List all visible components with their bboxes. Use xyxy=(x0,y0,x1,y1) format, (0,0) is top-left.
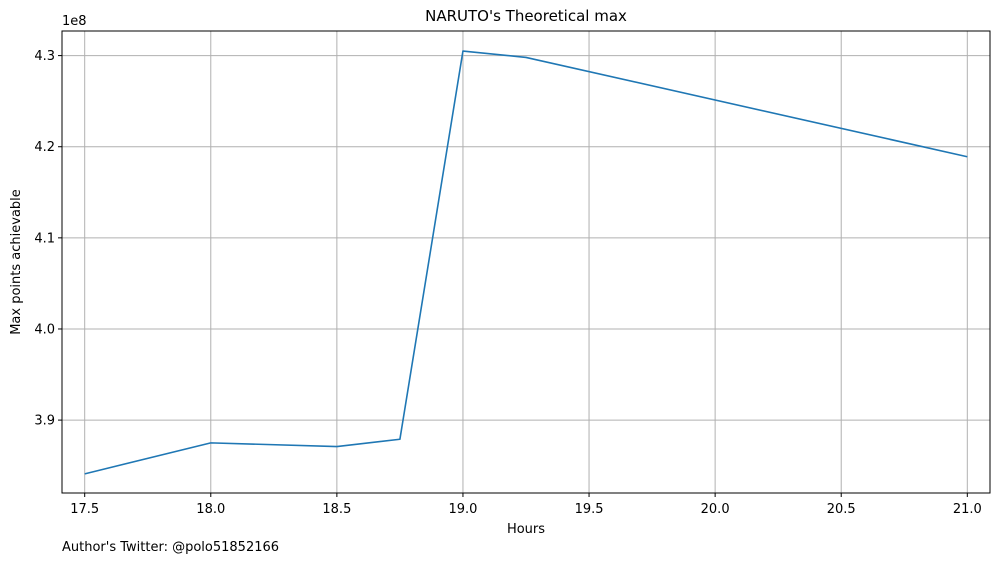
x-tick-label: 18.0 xyxy=(196,502,225,517)
x-tick-label: 20.5 xyxy=(827,502,856,517)
x-tick-label: 18.5 xyxy=(322,502,351,517)
author-credit: Author's Twitter: @polo51852166 xyxy=(62,540,279,555)
x-tick-label: 20.0 xyxy=(701,502,730,517)
x-ticks: 17.5 18.0 18.5 19.0 19.5 20.0 20.5 21.0 xyxy=(70,493,982,517)
y-tick-label: 4.3 xyxy=(34,49,55,64)
x-axis-label: Hours xyxy=(507,522,545,537)
x-tick-label: 21.0 xyxy=(953,502,982,517)
y-tick-label: 3.9 xyxy=(34,414,55,429)
x-tick-label: 17.5 xyxy=(70,502,99,517)
y-tick-label: 4.2 xyxy=(34,140,55,155)
series-layer xyxy=(84,50,968,475)
y-axis-label: Max points achievable xyxy=(9,189,24,335)
y-ticks: 3.9 4.0 4.1 4.2 4.3 xyxy=(34,49,62,429)
y-scale-label: 1e8 xyxy=(62,14,87,29)
grid-lines xyxy=(62,31,990,493)
y-tick-label: 4.0 xyxy=(34,322,55,337)
series-line xyxy=(84,50,968,475)
y-tick-label: 4.1 xyxy=(34,231,55,246)
chart-title: NARUTO's Theoretical max xyxy=(425,7,627,25)
x-tick-label: 19.0 xyxy=(448,502,477,517)
x-tick-label: 19.5 xyxy=(575,502,604,517)
axes-frame xyxy=(61,30,991,494)
